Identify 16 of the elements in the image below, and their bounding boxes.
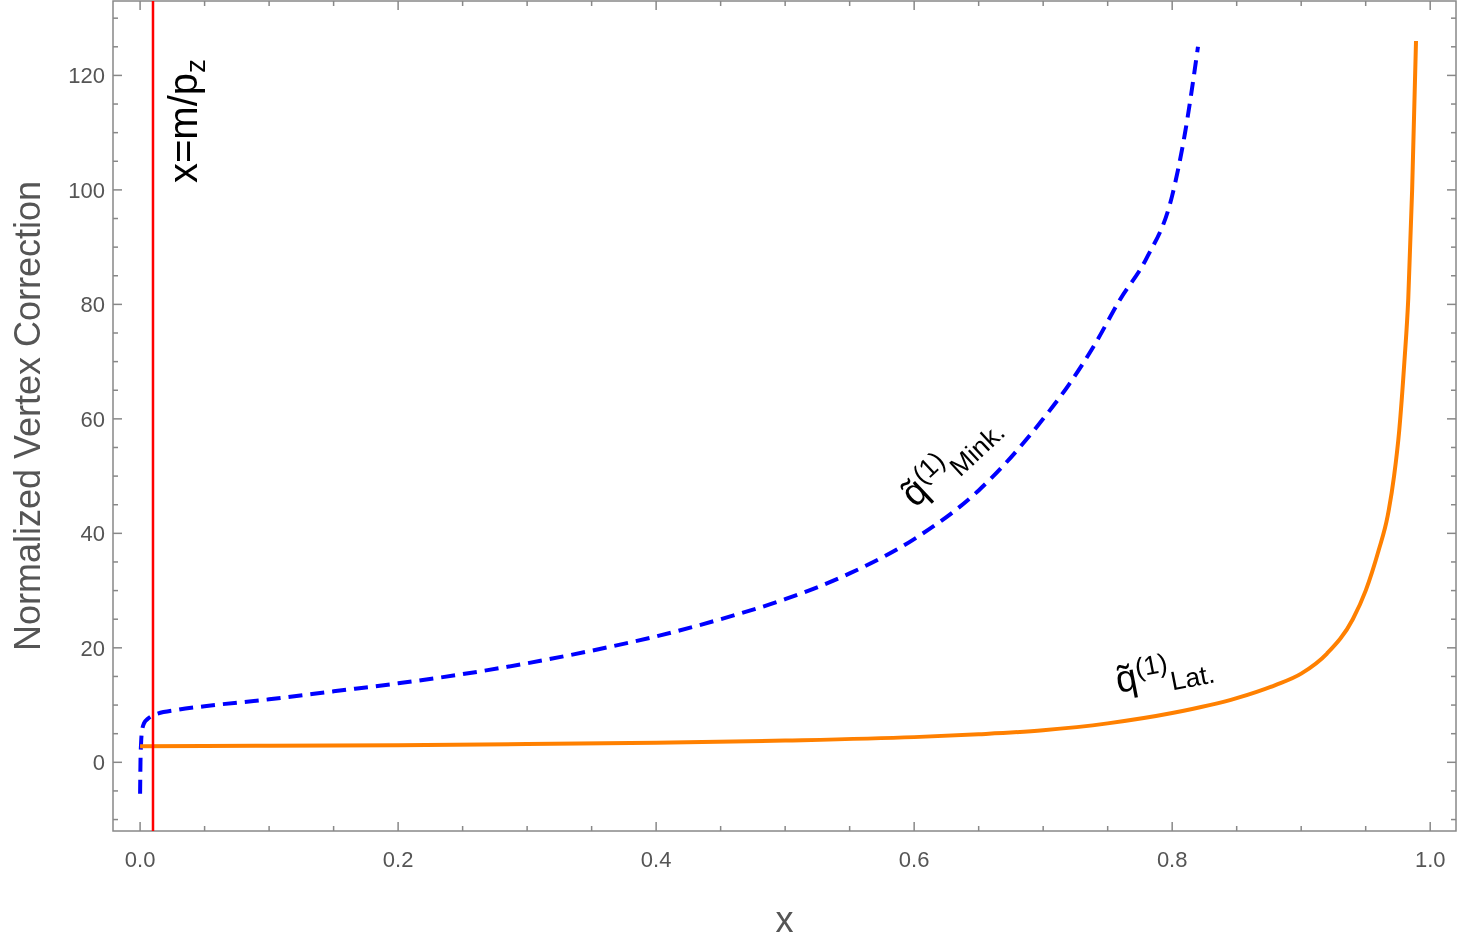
y-tick-label: 0: [92, 750, 105, 776]
y-tick-label: 120: [68, 63, 105, 89]
line-series: [138, 39, 1419, 749]
x-tick-label: 0.6: [898, 847, 930, 872]
y-tick-label: 40: [80, 521, 105, 547]
x-axis-title: x: [775, 899, 794, 940]
y-tick-label: 80: [80, 292, 105, 318]
x-tick-label: 0.4: [640, 847, 672, 872]
y-tick-label: 20: [80, 635, 105, 661]
x-tick-label: 0.2: [382, 847, 414, 872]
y-tick-label: 60: [80, 406, 105, 432]
x-tick-label: 1.0: [1414, 847, 1446, 872]
y-axis-title: Normalized Vertex Correction: [7, 180, 48, 652]
y-tick-label: 100: [68, 177, 105, 203]
x-tick-label: 0.8: [1156, 847, 1188, 872]
x-tick-label: 0.0: [124, 847, 156, 872]
